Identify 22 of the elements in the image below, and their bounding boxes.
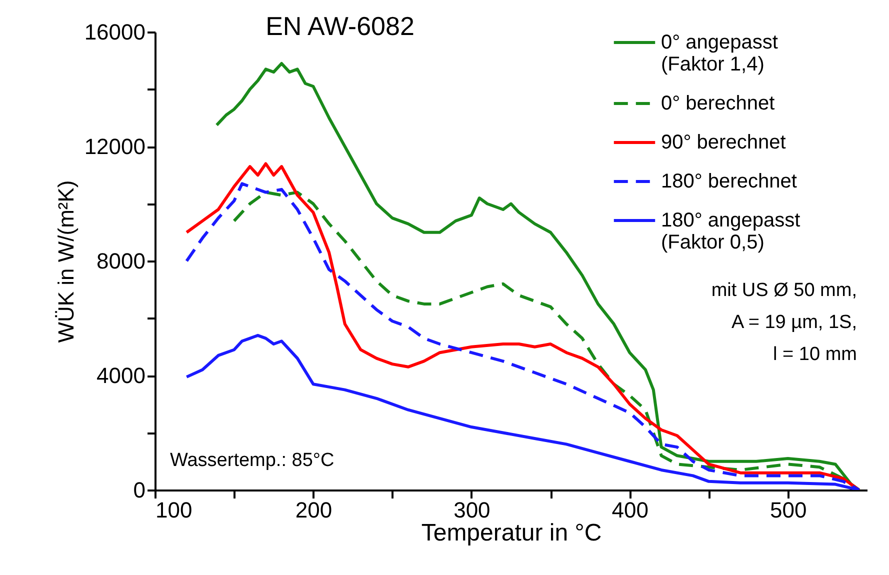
x-tick-label: 500 [770, 498, 807, 522]
legend-label: 0° berechnet [661, 92, 776, 114]
y-tick-label: 4000 [96, 363, 146, 388]
legend-label: 180° berechnet [661, 170, 798, 192]
y-tick-label: 0 [133, 478, 146, 502]
x-tick-label: 200 [295, 498, 332, 522]
legend-label: 0° angepasst (Faktor 1,4) [661, 32, 778, 76]
annotation: Wassertemp.: 85°C [170, 450, 334, 471]
legend-label: 180° angepasst (Faktor 0,5) [661, 210, 801, 254]
y-tick-label: 16000 [84, 20, 146, 44]
x-tick-label: 400 [612, 498, 649, 522]
x-tick-label: 300 [454, 498, 490, 522]
x-tick-label: 100 [156, 498, 192, 522]
annotation: l = 10 mm [773, 344, 857, 365]
x-axis-title: Temperatur in °C [421, 520, 602, 546]
y-axis-title: WÜK in W/(m²K) [53, 180, 78, 343]
y-tick-label: 12000 [84, 134, 146, 159]
legend-label: 90° berechnet [661, 132, 786, 154]
annotation: mit US Ø 50 mm, [711, 280, 857, 301]
annotation: A = 19 µm, 1S, [731, 312, 857, 333]
y-tick-label: 8000 [96, 248, 146, 274]
chart-title: EN AW-6082 [266, 11, 414, 41]
